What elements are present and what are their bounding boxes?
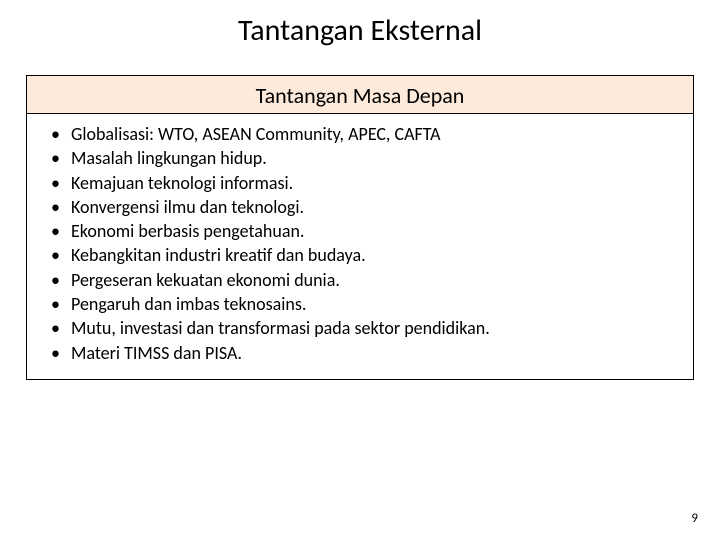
content-box: Tantangan Masa Depan Globalisasi: WTO, A… [26, 75, 694, 380]
slide: Tantangan Eksternal Tantangan Masa Depan… [0, 0, 720, 540]
box-header: Tantangan Masa Depan [27, 76, 693, 114]
slide-title: Tantangan Eksternal [0, 12, 720, 49]
list-item: Masalah lingkungan hidup. [45, 146, 675, 170]
list-item: Materi TIMSS dan PISA. [45, 341, 675, 365]
bullet-list: Globalisasi: WTO, ASEAN Community, APEC,… [27, 122, 693, 365]
list-item: Ekonomi berbasis pengetahuan. [45, 219, 675, 243]
list-item: Kemajuan teknologi informasi. [45, 171, 675, 195]
list-item: Globalisasi: WTO, ASEAN Community, APEC,… [45, 122, 675, 146]
list-item: Mutu, investasi dan transformasi pada se… [45, 316, 675, 340]
list-item: Pergeseran kekuatan ekonomi dunia. [45, 268, 675, 292]
list-item: Pengaruh dan imbas teknosains. [45, 292, 675, 316]
list-item: Konvergensi ilmu dan teknologi. [45, 195, 675, 219]
list-item: Kebangkitan industri kreatif dan budaya. [45, 243, 675, 267]
box-body: Globalisasi: WTO, ASEAN Community, APEC,… [27, 114, 693, 379]
page-number: 9 [691, 511, 698, 526]
